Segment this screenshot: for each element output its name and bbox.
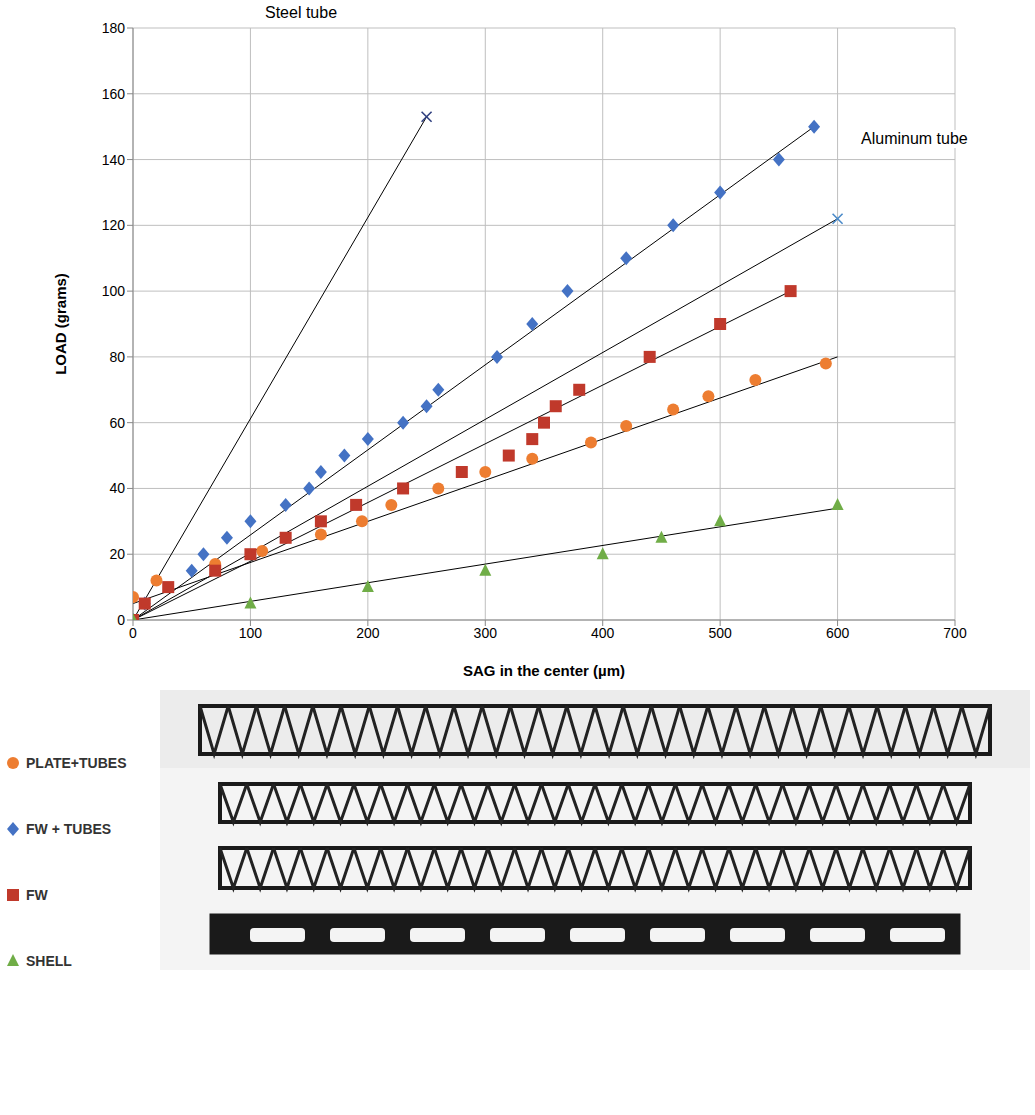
svg-text:400: 400 [591,625,615,641]
svg-text:200: 200 [356,625,380,641]
svg-text:LOAD (grams): LOAD (grams) [52,273,69,375]
svg-text:100: 100 [102,283,126,299]
html-text:FW + TUBES: FW + TUBES [26,821,112,837]
html-text:PLATE+TUBES: PLATE+TUBES [26,755,127,771]
svg-text:120: 120 [102,217,126,233]
svg-text:600: 600 [826,625,850,641]
svg-text:60: 60 [109,415,125,431]
svg-text:40: 40 [109,480,125,496]
svg-text:700: 700 [943,625,967,641]
svg-text:140: 140 [102,152,126,168]
html-text:Aluminum tube: Aluminum tube [861,130,968,147]
svg-text:500: 500 [708,625,732,641]
svg-text:0: 0 [129,625,137,641]
svg-text:100: 100 [239,625,263,641]
html-text:SHELL: SHELL [26,953,72,969]
html-text:Steel tube: Steel tube [265,4,338,21]
html-text:FW: FW [26,887,48,903]
svg-text:0: 0 [117,612,125,628]
svg-text:180: 180 [102,20,126,36]
svg-text:80: 80 [109,349,125,365]
svg-text:300: 300 [474,625,498,641]
svg-text:20: 20 [109,546,125,562]
svg-text:SAG in the center (µm): SAG in the center (µm) [463,662,625,679]
svg-text:160: 160 [102,86,126,102]
